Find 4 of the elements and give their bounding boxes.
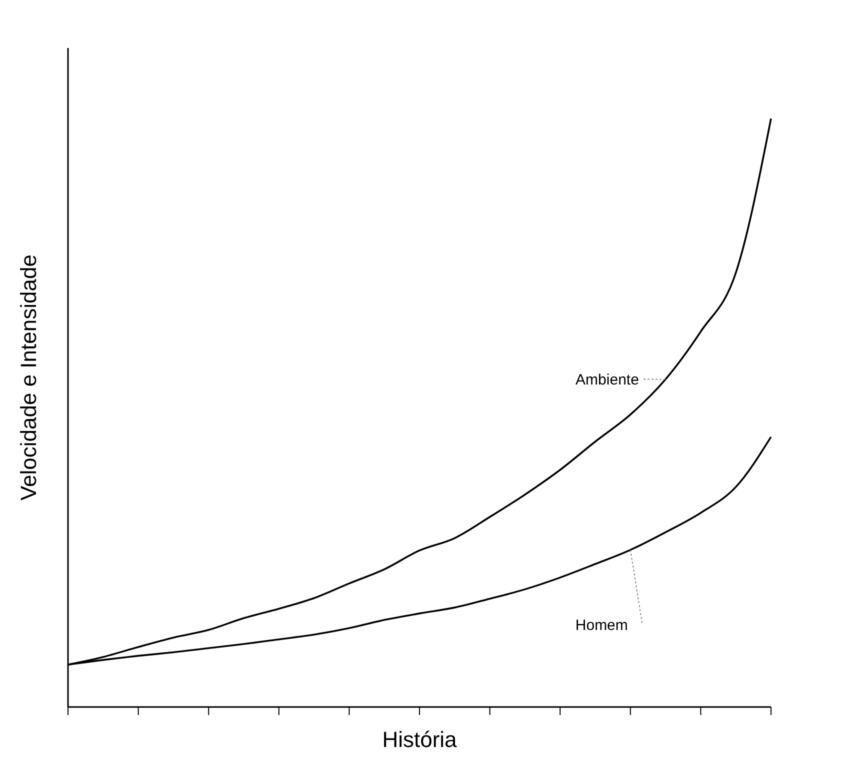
- text: Homem: [575, 616, 628, 634]
- series-label: Ambiente: [576, 371, 639, 388]
- x-axis-title: História: [382, 727, 458, 752]
- y-axis-title: Velocidade e Intensidade: [16, 254, 41, 500]
